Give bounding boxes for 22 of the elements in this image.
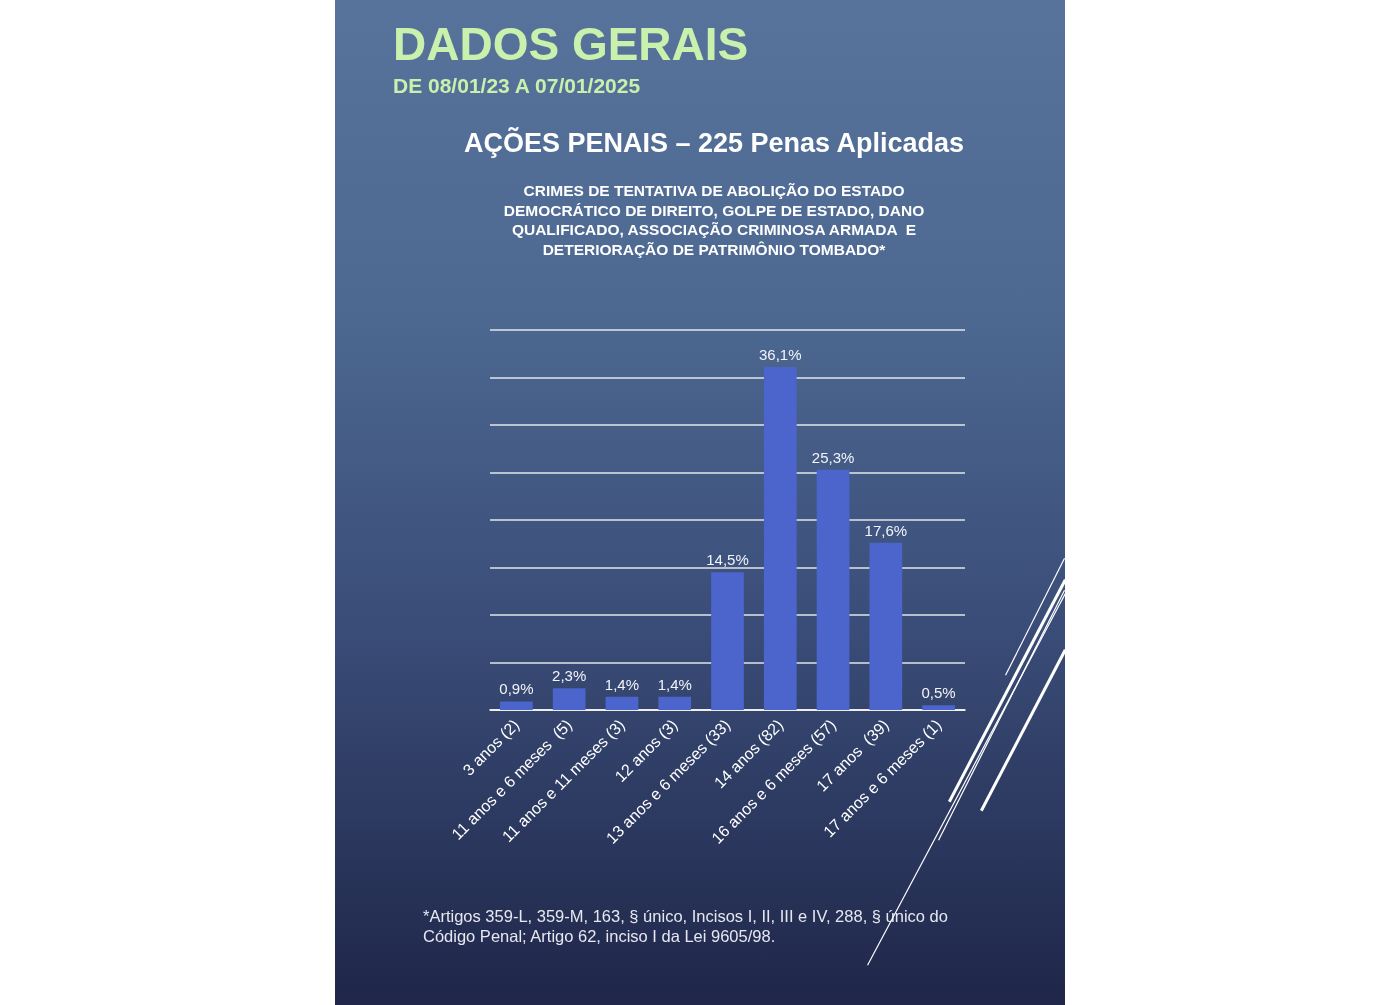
bar [816,469,850,710]
bar [922,705,955,710]
data-label: 1,4% [657,675,692,693]
bar [500,701,533,710]
data-label: 0,9% [499,680,534,698]
data-label: 17,6% [864,521,908,539]
data-label: 1,4% [604,675,640,693]
bar [763,367,797,710]
data-label: 36,1% [759,346,802,364]
chart-subtitle: DE 08/01/23 A 07/01/2025 [393,74,641,97]
bar [552,688,586,710]
text: AÇÕES PENAIS – 225 Penas Aplicadas [462,128,966,158]
chart-title: DADOS GERAIS [393,18,749,70]
data-label: 25,3% [811,448,855,466]
bar [605,696,639,710]
bar [869,542,903,710]
bar [658,696,692,710]
bar [711,572,744,710]
data-label: 0,5% [921,684,956,702]
data-label: 14,5% [706,551,749,569]
text: CRIMES DE TENTATIVA DE ABOLIÇÃO DO ESTADO DEMOCRÁTICO DE DIREITO, GOLPE DE ESTADO, DANO QUALIFICADO, ASSOCIAÇÃO CRIMINOSA ARMADA E DETERIORAÇÃO DE PATRIMÔNIO TOMBADO* [502,181,926,259]
data-label: 2,3% [552,667,587,685]
